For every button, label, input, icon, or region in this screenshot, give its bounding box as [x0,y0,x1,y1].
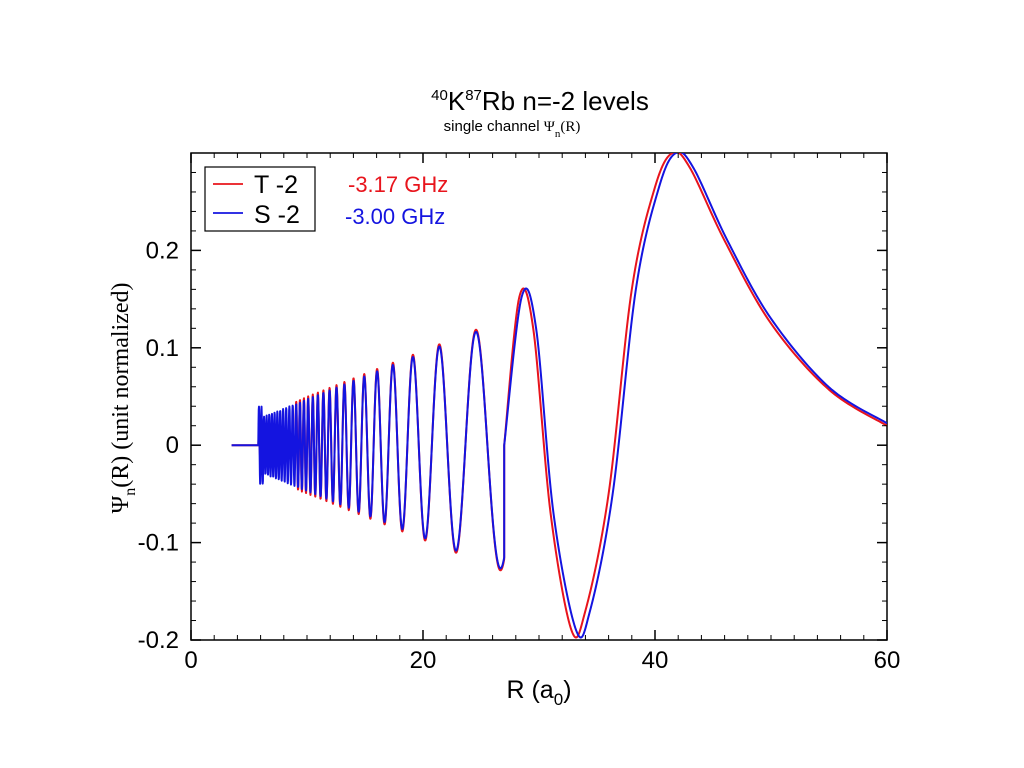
series-line-s [230,153,887,639]
legend-label-t: T -2 [254,171,298,199]
y-tick-label: -0.2 [138,627,179,654]
title-element-1: K [448,86,466,116]
subtitle-suffix: (R) [560,119,580,135]
y-label-psi: Ψ [108,495,134,513]
title-element-2: Rb [482,86,515,116]
x-tick-label: 0 [184,647,197,674]
legend-label-s: S -2 [254,201,300,229]
legend: T -2 S -2 [204,166,316,232]
x-tick-label: 60 [874,647,901,674]
y-label-rest: (R) (unit normalized) [108,283,134,488]
y-tick-label: 0 [166,432,179,459]
energy-label-s: -3.00 GHz [345,204,445,229]
curves-group [230,153,887,639]
y-tick-label: 0.2 [146,237,179,264]
x-tick-label: 20 [410,647,437,674]
x-label-main: R (a [506,676,553,704]
energy-label-t: -3.17 GHz [348,172,448,197]
subtitle-prefix: single channel [444,118,544,135]
y-label-sub: n [122,488,139,496]
y-tick-label: 0.1 [146,335,179,362]
chart-title: 40K87Rb n=-2 levels [431,86,649,116]
x-label-end: ) [563,676,571,704]
ticks-group: 0 20 40 60 -0.2 -0.1 0 0.1 0.2 [138,153,901,674]
chart-subtitle: single channel Ψn(R) [444,118,581,140]
title-isotope-1: 40 [431,87,448,104]
subtitle-sub: n [555,128,561,140]
x-tick-label: 40 [642,647,669,674]
x-label-sub: 0 [554,690,563,709]
x-axis-label: R (a0) [506,676,571,709]
y-tick-label: -0.1 [138,530,179,557]
legend-box [204,166,316,232]
title-isotope-2: 87 [465,87,482,104]
title-rest: n=-2 levels [515,86,649,116]
y-axis-label: Ψn(R) (unit normalized) [108,283,139,514]
subtitle-psi: Ψ [544,119,556,135]
